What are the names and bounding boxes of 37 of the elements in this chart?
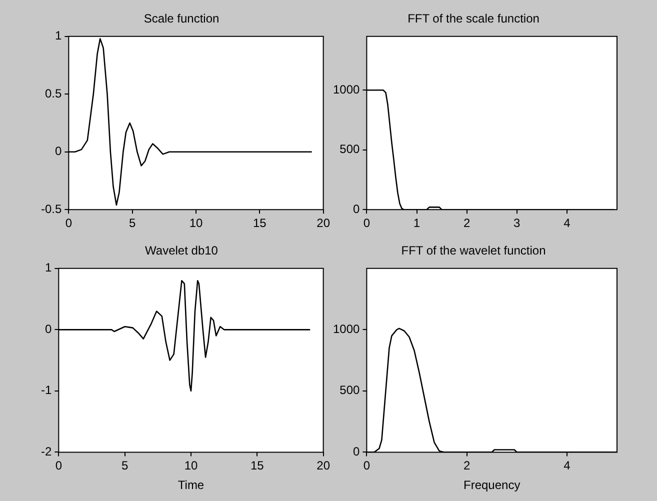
x-axis-title: Time: [178, 478, 204, 492]
x-tick-label: 4: [564, 216, 571, 230]
y-tick-label: 500: [340, 142, 360, 156]
y-tick-label: -0.5: [40, 202, 62, 216]
y-tick-label: -2: [41, 444, 52, 459]
y-tick-label: 1000: [332, 82, 360, 96]
x-tick-label: 10: [189, 216, 203, 230]
y-tick-label: 500: [340, 383, 360, 398]
chart-title: Wavelet db10: [145, 244, 218, 258]
y-tick-label: 0: [54, 144, 62, 158]
chart-title: FFT of the scale function: [408, 12, 540, 26]
x-tick-label: 20: [316, 216, 330, 230]
x-tick-label: 3: [514, 216, 521, 230]
x-tick-label: 20: [316, 458, 330, 473]
y-tick-label: 0.5: [44, 86, 62, 100]
x-tick-label: 5: [121, 458, 128, 473]
y-tick-label: -1: [41, 383, 52, 398]
x-tick-label: 5: [128, 216, 136, 230]
chart-title: Scale function: [144, 12, 220, 26]
x-tick-label: 2: [463, 216, 470, 230]
x-tick-label: 0: [65, 216, 72, 230]
y-tick-label: 0: [353, 202, 360, 216]
y-tick-label: 1: [44, 260, 52, 275]
x-tick-label: 0: [363, 216, 370, 230]
y-tick-label: 1000: [332, 322, 360, 336]
chart-title: FFT of the wavelet function: [401, 244, 546, 258]
y-tick-label: 0: [353, 444, 360, 459]
y-tick-label: 1: [54, 28, 62, 43]
x-tick-label: 10: [184, 458, 198, 473]
x-tick-label: 1: [413, 216, 420, 230]
x-tick-label: 0: [363, 458, 370, 473]
x-tick-label: 15: [250, 458, 264, 473]
x-tick-label: 2: [463, 458, 470, 473]
x-axis-title: Frequency: [463, 478, 520, 492]
x-tick-label: 4: [564, 458, 571, 473]
x-tick-label: 15: [252, 216, 267, 230]
y-tick-label: 0: [44, 322, 52, 336]
